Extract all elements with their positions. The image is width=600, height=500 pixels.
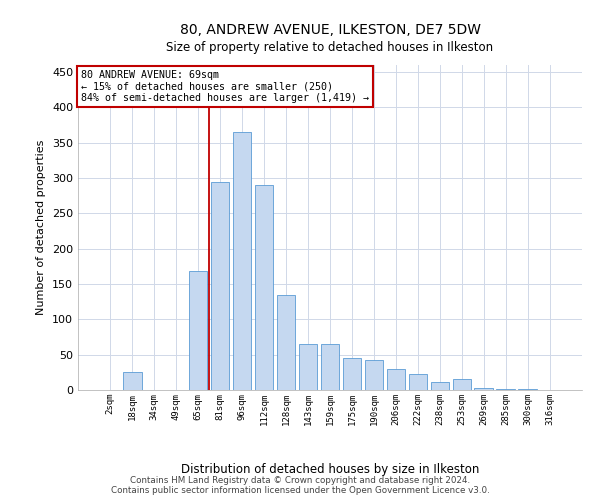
Text: 80, ANDREW AVENUE, ILKESTON, DE7 5DW: 80, ANDREW AVENUE, ILKESTON, DE7 5DW: [179, 22, 481, 36]
Bar: [277, 294, 295, 390]
Bar: [386, 369, 405, 390]
Text: 80 ANDREW AVENUE: 69sqm
← 15% of detached houses are smaller (250)
84% of semi-d: 80 ANDREW AVENUE: 69sqm ← 15% of detache…: [80, 70, 368, 103]
Bar: [255, 185, 274, 390]
Bar: [343, 358, 361, 390]
Bar: [409, 374, 427, 390]
Bar: [299, 344, 317, 390]
Y-axis label: Number of detached properties: Number of detached properties: [37, 140, 46, 315]
Bar: [123, 372, 142, 390]
Bar: [233, 132, 251, 390]
Bar: [320, 344, 340, 390]
Bar: [496, 388, 515, 390]
Text: Contains HM Land Registry data © Crown copyright and database right 2024.
Contai: Contains HM Land Registry data © Crown c…: [110, 476, 490, 495]
Bar: [211, 182, 229, 390]
Bar: [365, 360, 383, 390]
Bar: [475, 388, 493, 390]
Text: Distribution of detached houses by size in Ilkeston: Distribution of detached houses by size …: [181, 462, 479, 475]
Bar: [452, 380, 471, 390]
Text: Size of property relative to detached houses in Ilkeston: Size of property relative to detached ho…: [166, 41, 494, 54]
Bar: [189, 272, 208, 390]
Bar: [431, 382, 449, 390]
